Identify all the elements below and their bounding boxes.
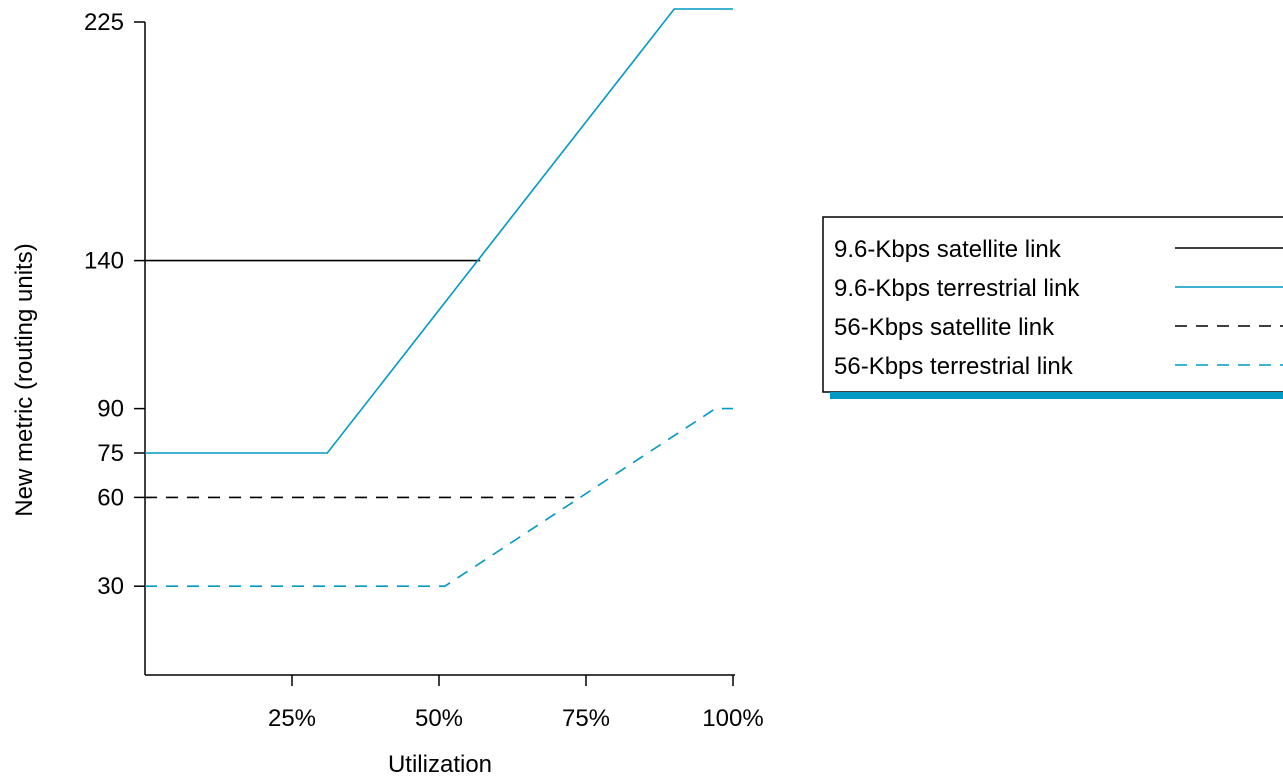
x-tick-label: 100%: [702, 705, 763, 732]
y-axis-title: New metric (routing units): [11, 243, 38, 516]
legend-label: 9.6-Kbps satellite link: [834, 236, 1062, 263]
series-layer: [145, 9, 733, 586]
legend-label: 9.6-Kbps terrestrial link: [834, 275, 1080, 302]
y-tick-label: 225: [84, 9, 124, 36]
series-line-2: [145, 9, 733, 453]
y-tick-label: 90: [97, 396, 124, 423]
legend: 9.6-Kbps satellite link 9.6-Kbps terrestr…: [823, 217, 1283, 399]
x-tick-label: 50%: [415, 705, 463, 732]
y-ticks: 30 60 75 90 140 225: [84, 9, 145, 600]
legend-label: 56-Kbps satellite link: [834, 314, 1055, 341]
legend-label: 56-Kbps terrestrial link: [834, 353, 1074, 380]
x-tick-label: 25%: [268, 705, 316, 732]
y-tick-label: 75: [97, 440, 124, 467]
y-tick-label: 30: [97, 573, 124, 600]
y-tick-label: 60: [97, 484, 124, 511]
axes: [145, 22, 735, 675]
x-axis-title: Utilization: [388, 751, 492, 778]
y-tick-label: 140: [84, 248, 124, 275]
x-ticks: 25% 50% 75% 100%: [268, 675, 764, 732]
legend-underline: [830, 392, 1283, 399]
x-tick-label: 75%: [562, 705, 610, 732]
